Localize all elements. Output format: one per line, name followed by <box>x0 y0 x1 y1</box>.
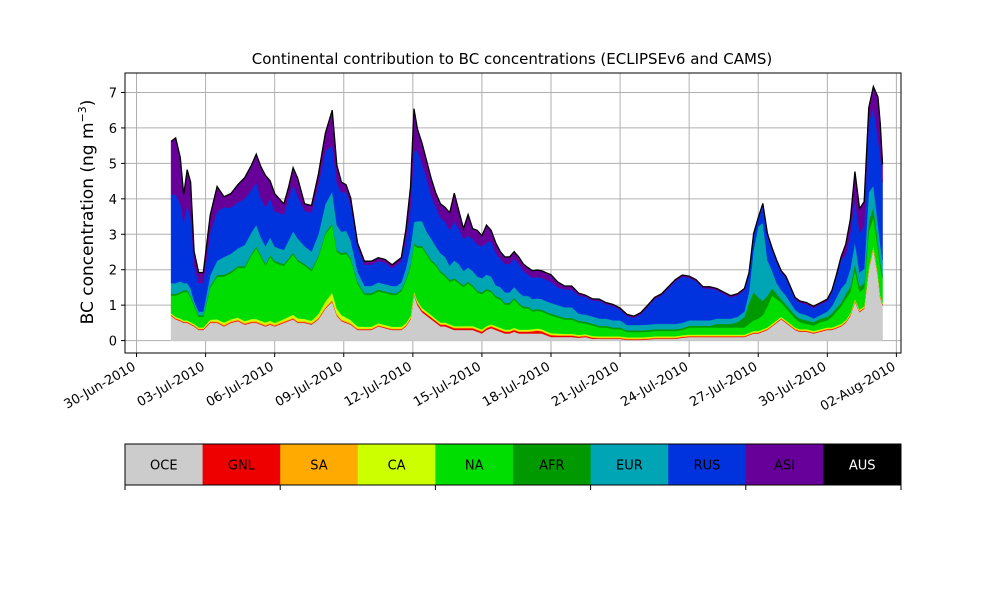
colorbar-label-afr: AFR <box>539 459 564 474</box>
colorbar-swatch-na <box>435 444 514 485</box>
colorbar-swatch-asi <box>745 444 824 485</box>
colorbar-label-oce: OCE <box>150 459 178 474</box>
y-tick-label: 4 <box>109 193 117 208</box>
colorbar-swatch-ca <box>357 444 436 485</box>
plot-frame <box>124 72 902 354</box>
colorbar-swatch-oce <box>125 444 204 485</box>
y-tick-label: 1 <box>109 299 117 314</box>
y-tick-label: 6 <box>109 122 117 137</box>
y-axis-label: BC concentration (ng m−3) <box>76 100 98 325</box>
total-outline-line <box>170 84 884 317</box>
colorbar-frame <box>124 443 902 486</box>
y-axis-ticks: 0 1 2 3 4 5 6 7 <box>109 86 125 350</box>
colorbar-label-gnl: GNL <box>228 459 256 474</box>
colorbar-swatch-afr <box>513 444 592 485</box>
colorbar-legend: OCE GNL SA CA NA AFR EUR RUS ASI AUS <box>124 443 902 490</box>
colorbar-label-aus: AUS <box>849 459 876 474</box>
colorbar-swatch-aus <box>823 444 902 485</box>
y-tick-label: 5 <box>109 157 117 172</box>
y-tick-label: 3 <box>109 228 117 243</box>
colorbar-label-eur: EUR <box>616 459 643 474</box>
colorbar-label-asi: ASI <box>774 459 795 474</box>
colorbar-swatch-gnl <box>202 444 281 485</box>
y-tick-label: 7 <box>109 86 117 101</box>
colorbar-label-sa: SA <box>310 459 327 474</box>
stacked-areas <box>170 85 883 341</box>
chart-title: Continental contribution to BC concentra… <box>252 50 773 68</box>
colorbar-label-na: NA <box>465 459 484 474</box>
colorbar-swatch-rus <box>668 444 747 485</box>
colorbar-label-rus: RUS <box>694 459 721 474</box>
y-tick-label: 2 <box>109 264 117 279</box>
y-tick-label: 0 <box>109 335 117 350</box>
colorbar-swatch-sa <box>280 444 359 485</box>
colorbar-label-ca: CA <box>388 459 406 474</box>
colorbar-swatch-eur <box>590 444 669 485</box>
